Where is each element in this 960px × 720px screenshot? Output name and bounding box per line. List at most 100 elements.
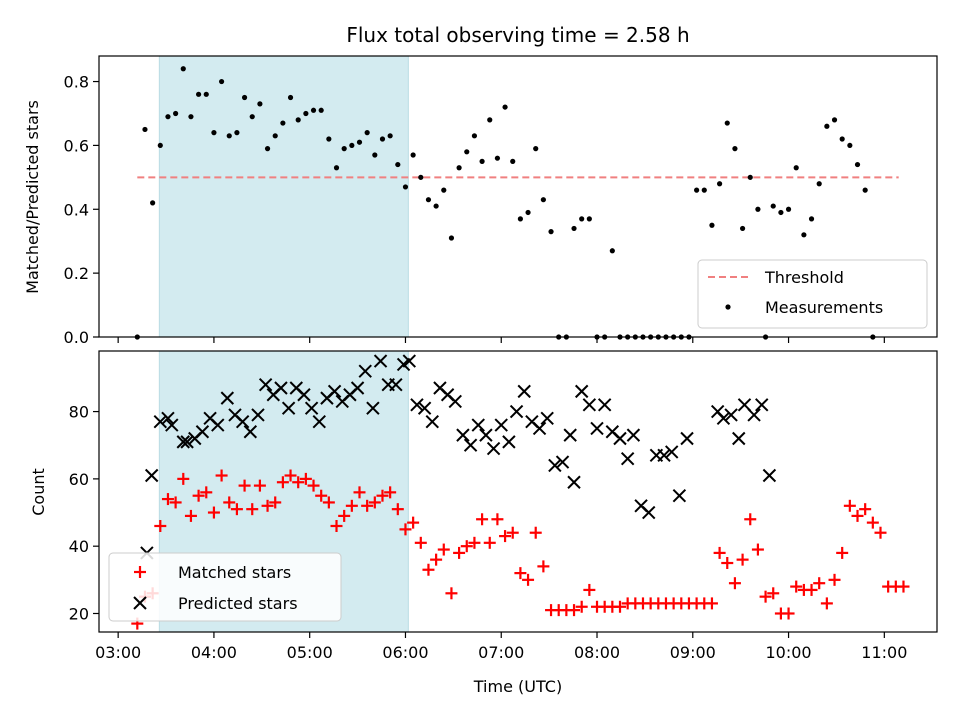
top-y-tick-label: 0.8 xyxy=(64,73,89,92)
measurement-point xyxy=(211,130,217,136)
predicted-star-point xyxy=(410,398,424,412)
matched-star-point xyxy=(445,587,458,600)
predicted-star-point xyxy=(540,411,554,426)
top-highlight-span xyxy=(158,55,409,338)
matched-legend-swatch xyxy=(134,566,146,578)
predicted-star-point xyxy=(312,414,326,429)
matched-star-point xyxy=(713,546,726,559)
measurement-point xyxy=(287,94,294,101)
measurement-point xyxy=(433,203,439,209)
measurement-point xyxy=(494,155,501,161)
measurement-point xyxy=(816,181,822,187)
x-tick-label: 09:00 xyxy=(670,643,716,662)
measurement-point xyxy=(732,146,738,152)
measurement-point xyxy=(487,117,493,123)
matched-star-point xyxy=(345,499,358,512)
matched-star-point xyxy=(537,560,550,573)
predicted-star-point xyxy=(563,428,577,442)
matched-star-point xyxy=(368,496,381,509)
matched-star-point xyxy=(721,557,734,570)
matched-star-point xyxy=(384,486,397,499)
measurement-point xyxy=(326,136,332,142)
predicted-legend-swatch xyxy=(133,596,147,610)
matched-star-point xyxy=(705,597,718,610)
matched-star-point xyxy=(292,476,305,489)
predicted-star-point xyxy=(532,421,547,436)
matched-star-point xyxy=(330,519,343,532)
predicted-star-point xyxy=(613,431,627,446)
matched-star-point xyxy=(468,536,481,549)
matched-star-point xyxy=(476,513,489,526)
measurement-point xyxy=(533,146,539,152)
predicted-star-point xyxy=(597,398,612,412)
predicted-star-point xyxy=(620,451,635,466)
predicted-star-point xyxy=(502,435,516,449)
measurement-point xyxy=(778,209,784,216)
x-tick-label: 06:00 xyxy=(382,643,428,662)
measurement-point xyxy=(418,174,424,180)
matched-star-point xyxy=(261,499,274,512)
predicted-star-point xyxy=(304,401,319,415)
predicted-star-point xyxy=(479,428,493,442)
measurement-point xyxy=(716,181,723,187)
predicted-star-point xyxy=(211,418,225,432)
matched-star-point xyxy=(529,526,542,539)
measurement-point xyxy=(364,130,370,136)
measurement-point xyxy=(410,152,416,158)
matched-star-point xyxy=(522,573,535,586)
matched-star-point xyxy=(499,530,512,543)
measurement-point xyxy=(540,197,546,203)
matched-star-point xyxy=(184,509,197,522)
predicted-star-point xyxy=(274,381,288,395)
measurement-point xyxy=(234,130,240,136)
measurement-point xyxy=(318,107,324,113)
measurement-point xyxy=(173,110,179,117)
measurement-point xyxy=(218,78,225,85)
measurement-point xyxy=(701,187,707,193)
predicted-star-point xyxy=(665,445,679,459)
predicted-star-point xyxy=(176,435,190,449)
measurement-point xyxy=(747,174,753,180)
predicted-star-point xyxy=(762,468,777,483)
predicted-star-point xyxy=(281,401,296,415)
matched-star-point xyxy=(828,573,841,586)
threshold-legend-label: Threshold xyxy=(764,268,844,287)
matched-star-point xyxy=(299,472,312,485)
predicted-star-point xyxy=(425,414,439,429)
measurement-point xyxy=(586,216,592,222)
bottom-y-tick-label: 80 xyxy=(69,403,89,422)
measurement-point xyxy=(510,158,516,164)
matched-star-point xyxy=(744,513,757,526)
measurement-point xyxy=(479,158,485,164)
measurement-point xyxy=(441,187,447,193)
measurement-point xyxy=(801,232,807,238)
predicted-star-point xyxy=(567,475,581,489)
measurement-point xyxy=(203,91,209,97)
predicted-star-point xyxy=(297,388,311,402)
predicted-star-point xyxy=(471,418,485,432)
predicted-star-point xyxy=(724,408,738,422)
bottom-y-tick-label: 40 xyxy=(69,537,89,556)
matched-star-point xyxy=(897,580,910,593)
matched-star-point xyxy=(820,597,833,610)
matched-legend-label: Matched stars xyxy=(178,563,291,582)
measurement-point xyxy=(180,66,186,72)
top-y-tick-label: 0.0 xyxy=(64,328,89,347)
matched-star-point xyxy=(568,604,581,617)
predicted-star-point xyxy=(144,468,159,483)
measurement-point xyxy=(517,216,523,222)
matched-star-point xyxy=(407,516,420,529)
predicted-star-point xyxy=(366,401,380,415)
predicted-star-point xyxy=(463,438,478,452)
matched-star-point xyxy=(161,493,174,506)
matched-star-point xyxy=(391,503,404,516)
x-tick-label: 08:00 xyxy=(574,643,620,662)
predicted-star-point xyxy=(582,398,597,412)
matched-star-point xyxy=(836,546,849,559)
top-y-tick-label: 0.4 xyxy=(64,200,89,219)
x-tick-label: 11:00 xyxy=(861,643,907,662)
measurement-point xyxy=(694,187,700,193)
matched-star-point xyxy=(322,496,335,509)
matched-star-point xyxy=(361,499,374,512)
matched-star-point xyxy=(613,600,626,613)
